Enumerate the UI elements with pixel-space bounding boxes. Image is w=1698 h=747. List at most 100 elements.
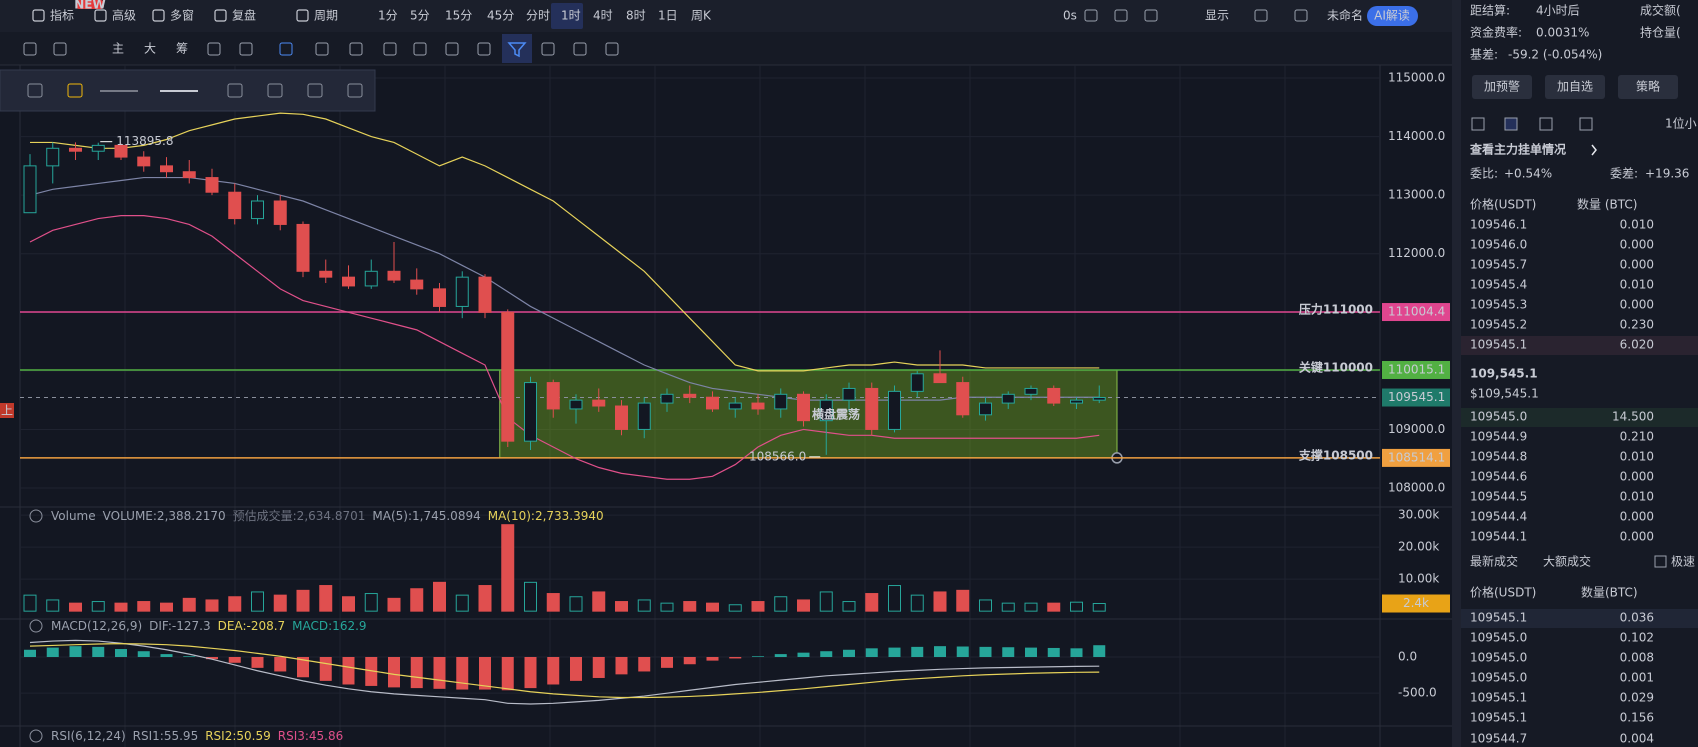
header-item: RSI3:45.86 [278,729,344,743]
label: 资金费率: [1470,25,1522,40]
period-button[interactable]: 周期 [314,9,338,23]
period-button[interactable]: 4时 [593,9,613,23]
candle-body [160,165,173,173]
candle-body [228,191,242,220]
macd-bar [1002,647,1015,657]
toolbar-icon [1114,9,1128,22]
panel-button[interactable] [1618,75,1678,99]
ask-price: 109545.2 [1470,318,1527,332]
label: 数量 (BTC) [1577,197,1637,212]
label: 数量(BTC) [1581,585,1638,600]
period-button[interactable]: 1日 [658,9,678,23]
panel-button[interactable] [1545,75,1605,99]
volume-bar [615,601,628,612]
volume-bar [69,602,82,612]
candle-body [319,270,333,278]
macd-bar [92,646,105,657]
period-button[interactable]: 1分 [378,9,398,23]
volume-bar [910,594,924,612]
dif-line [29,639,1100,705]
toolbar-right-item[interactable]: 未命名 [1327,8,1363,23]
draw-tool-icon [239,42,253,56]
header-item: MA(10):2,733.3940 [488,509,604,523]
volume-tick-label: 30.00k [1398,508,1439,522]
trade-qty: 0.156 [1620,711,1654,725]
period-button[interactable]: 分时 [526,9,550,23]
toolbar-icon [1084,9,1098,22]
candle-body [114,144,128,158]
trade-price: 109545.1 [1470,711,1527,725]
tab[interactable]: 最新成交 [1470,554,1518,569]
ask-qty: 0.230 [1620,318,1654,332]
volume-bar [728,604,742,612]
macd-bar [661,657,673,668]
volume-bar [46,599,60,612]
volume-bar [251,591,264,612]
ask-price: 109545.3 [1470,298,1527,312]
period-button[interactable]: 8时 [626,9,646,23]
period-button[interactable]: 周K [691,9,712,23]
candle-body [251,200,264,220]
bid-qty: 0.010 [1620,450,1654,464]
period-button[interactable]: 高级 [112,8,136,23]
ask-qty: 0.000 [1620,238,1654,252]
draw-tool-icon [573,42,587,56]
macd-bar [297,657,309,678]
macd-bar [160,654,173,657]
ai-button[interactable]: AI解读 [1374,9,1410,23]
macd-bar [46,647,59,657]
macd-bar [592,657,605,678]
price-tick-label: 112000.0 [1388,246,1445,260]
period-button[interactable]: 15分 [445,9,472,23]
header-item: VOLUME:2,388.2170 [103,509,226,523]
draw-tool-icon [605,42,619,56]
macd-bar [843,649,855,657]
trade-price: 109544.7 [1470,732,1527,746]
period-button[interactable]: 多窗 [170,9,194,23]
period-button[interactable]: 复盘 [232,8,256,23]
volume-bar [319,585,333,612]
period-button[interactable]: 5分 [410,9,430,23]
period-button[interactable]: 指标 [50,8,74,23]
toolbar-right-item[interactable]: 0s [1063,9,1077,23]
macd-bar [888,647,901,657]
period-button[interactable]: 1时 [561,9,581,23]
macd-bar [547,657,560,685]
ask-qty: 6.020 [1620,338,1654,352]
volume-bar [23,594,37,612]
bid-price: 109544.1 [1470,530,1527,544]
draw-tool-icon [445,42,459,56]
tab[interactable]: 大额成交 [1543,554,1591,569]
volume-bar [114,602,128,612]
price-tick-label: 108000.0 [1388,481,1445,495]
tool-icon [94,9,107,22]
checkbox[interactable] [1654,555,1667,568]
candle-body [410,279,424,290]
volume-bar [478,585,492,612]
panel-button[interactable] [1472,75,1532,99]
level-annotation: 压力111000 [1299,302,1373,317]
macd-tick-label: 0.0 [1398,650,1417,664]
candle-body [956,382,970,416]
toolbar-right-item[interactable]: 显示 [1205,9,1229,23]
volume-bar [364,593,378,612]
period-button[interactable]: 45分 [487,9,514,23]
book-mode-icon [1579,117,1593,131]
macd-bar [820,651,833,657]
candle-body [1024,387,1038,395]
depth-link[interactable]: 查看主力挂单情况 [1469,142,1566,157]
macd-bar [69,646,82,657]
book-mode-icon [1504,117,1518,131]
price-tag-label: 108514.1 [1388,450,1445,464]
panel-divider [1452,0,1461,747]
header-item: Volume [51,509,96,523]
bid-price: 109544.8 [1470,450,1527,464]
macd-bar [228,657,241,663]
price-tag [1382,388,1450,407]
high-label: 113895.8 [116,134,173,148]
header-item: RSI1:55.95 [133,729,199,743]
candle-body [842,387,856,401]
candle-body [91,144,105,152]
candle-body [865,387,879,430]
